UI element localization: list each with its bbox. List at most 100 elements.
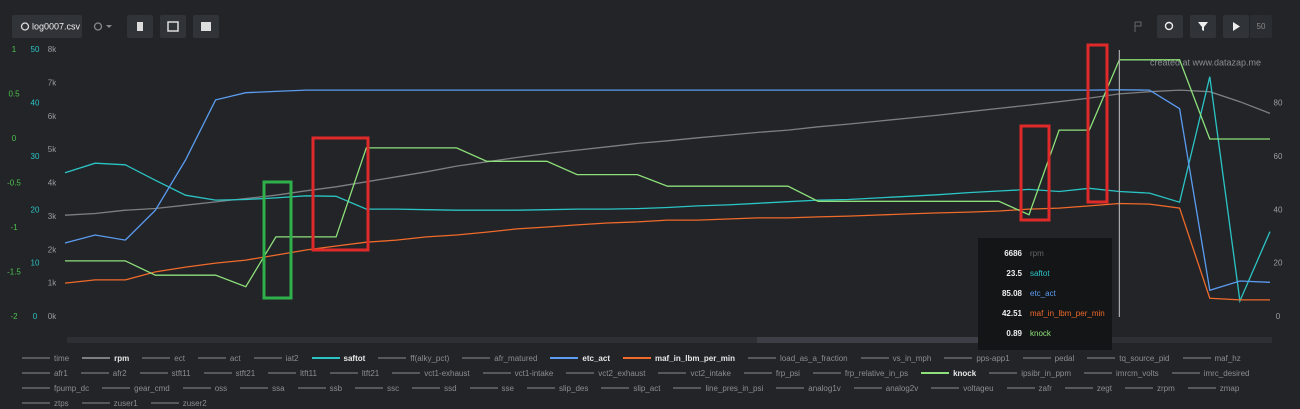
legend-swatch	[469, 387, 498, 389]
layout-button[interactable]	[160, 15, 186, 38]
legend-item[interactable]: time	[22, 352, 69, 364]
legend-item[interactable]: ssa	[240, 382, 285, 394]
y-tick-label: 60	[1274, 152, 1283, 161]
legend-label: frp_relative_in_ps	[844, 368, 909, 378]
y-tick-label: 10	[31, 259, 40, 268]
legend-item[interactable]: pedal	[1022, 352, 1075, 364]
legend-item[interactable]: ssd	[412, 382, 457, 394]
scroll-thumb[interactable]	[757, 337, 1013, 343]
y-tick-label: 40	[31, 99, 40, 108]
file-button[interactable]	[12, 15, 82, 38]
legend-item[interactable]: afr1	[22, 367, 68, 379]
scroll-track[interactable]	[67, 337, 1272, 343]
legend-item[interactable]: imrcm_volts	[1084, 367, 1159, 379]
legend-swatch	[566, 372, 595, 374]
tooltip-box	[978, 238, 1112, 350]
legend-item[interactable]: sse	[469, 382, 514, 394]
legend-item[interactable]: zuser2	[150, 397, 207, 409]
legend-item[interactable]: ect	[142, 352, 185, 364]
legend-item[interactable]: gear_cmd	[102, 382, 170, 394]
y-tick-label: 0	[33, 312, 38, 321]
legend-item[interactable]: vct2_intake	[658, 367, 731, 379]
legend-label: etc_act	[582, 353, 610, 363]
legend-swatch	[203, 372, 232, 374]
legend-swatch	[311, 357, 340, 359]
legend-swatch	[601, 387, 630, 389]
legend-item[interactable]: maf_in_lbm_per_min	[622, 352, 735, 364]
dropdown-icon	[106, 25, 112, 28]
legend-item[interactable]: imrc_desired	[1171, 367, 1249, 379]
legend-swatch	[1006, 387, 1035, 389]
legend-swatch	[658, 372, 687, 374]
series-line	[64, 76, 1271, 304]
legend-item[interactable]: zegt	[1064, 382, 1112, 394]
legend-item[interactable]: analog1v	[776, 382, 841, 394]
legend-item[interactable]: line_pres_in_psi	[673, 382, 763, 394]
legend-item[interactable]: ltft11	[268, 367, 317, 379]
legend-item[interactable]: zafr	[1006, 382, 1052, 394]
legend-item[interactable]: knock	[921, 367, 976, 379]
legend-label: zrpm	[1156, 383, 1175, 393]
legend-label: zuser1	[113, 398, 138, 408]
legend-swatch	[748, 357, 777, 359]
legend-item[interactable]: vct1-intake	[482, 367, 553, 379]
legend-item[interactable]: etc_act	[550, 352, 610, 364]
legend-item[interactable]: vct1-exhaust	[392, 367, 470, 379]
legend-item[interactable]: voltageu	[931, 382, 994, 394]
legend-swatch	[743, 372, 772, 374]
legend-item[interactable]: pps-app1	[944, 352, 1010, 364]
tooltip-value: 6686	[1004, 249, 1022, 258]
legend-item[interactable]: act	[197, 352, 241, 364]
legend-swatch	[931, 387, 960, 389]
legend-item[interactable]: saftot	[311, 352, 365, 364]
legend-item[interactable]: ztps	[22, 397, 69, 409]
legend-item[interactable]: oss	[182, 382, 227, 394]
legend-item[interactable]: rpm	[82, 352, 129, 364]
legend-label: ipsibr_in_ppm	[1021, 368, 1072, 378]
reload-button[interactable]	[93, 22, 103, 31]
flag-button[interactable]	[1134, 21, 1142, 32]
legend-label: pedal	[1054, 353, 1075, 363]
legend-item[interactable]: frp_psi	[743, 367, 800, 379]
legend-item[interactable]: ssb	[297, 382, 342, 394]
y-tick-label: 1	[12, 45, 17, 54]
legend-item[interactable]: stft21	[203, 367, 255, 379]
legend-item[interactable]: slip_act	[601, 382, 660, 394]
y-tick-label: 80	[1274, 99, 1283, 108]
legend-item[interactable]: ltft21	[329, 367, 379, 379]
legend-item[interactable]: maf_hz	[1182, 352, 1241, 364]
y-tick-label: 20	[1274, 259, 1283, 268]
legend-item[interactable]: ff(alky_pct)	[378, 352, 449, 364]
y-tick-label: 0k	[48, 312, 57, 321]
legend-swatch	[412, 387, 441, 389]
legend-item[interactable]: stft11	[139, 367, 191, 379]
legend-item[interactable]: slip_des	[526, 382, 588, 394]
speed-box[interactable]	[1250, 15, 1272, 38]
y-tick-label: 7k	[48, 78, 57, 87]
zoom-button[interactable]	[1157, 15, 1183, 38]
legend-item[interactable]: zmap	[1187, 382, 1240, 394]
legend-item[interactable]: ipsibr_in_ppm	[989, 367, 1071, 379]
legend-label: voltageu	[963, 383, 994, 393]
filter-icon	[1198, 22, 1208, 31]
legend-item[interactable]: zuser1	[81, 397, 138, 409]
legend-item[interactable]: fpump_dc	[22, 382, 89, 394]
legend-item[interactable]: afr_matured	[462, 352, 537, 364]
legend-label: analog1v	[808, 383, 841, 393]
legend-item[interactable]: iat2	[253, 352, 299, 364]
legend-label: zmap	[1219, 383, 1240, 393]
legend-swatch	[944, 357, 973, 359]
legend-item[interactable]: vs_in_mph	[860, 352, 931, 364]
legend-item[interactable]: afr2	[80, 367, 127, 379]
legend-item[interactable]: load_as_a_fraction	[748, 352, 848, 364]
tooltip-value: 0.89	[1006, 329, 1022, 338]
legend-item[interactable]: vct2_exhaust	[566, 367, 645, 379]
y-tick-label: 1k	[48, 279, 57, 288]
legend-item[interactable]: zrpm	[1124, 382, 1175, 394]
legend-item[interactable]: analog2v	[853, 382, 918, 394]
legend-label: afr2	[112, 368, 127, 378]
legend-item[interactable]: ssc	[355, 382, 399, 394]
legend-item[interactable]: frp_relative_in_ps	[812, 367, 909, 379]
legend-item[interactable]: tq_source_pid	[1087, 352, 1170, 364]
highlight-box	[262, 180, 293, 300]
